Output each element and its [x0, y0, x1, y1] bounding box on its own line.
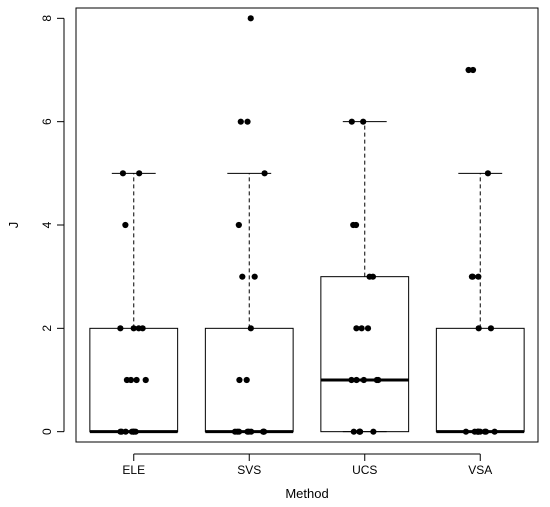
data-point [244, 118, 251, 125]
points-layer [117, 15, 498, 435]
x-axis: ELE SVS UCS VSA [122, 453, 492, 477]
data-point [136, 170, 143, 177]
x-tick-label: SVS [237, 463, 261, 477]
box-iqr [435, 327, 525, 433]
data-point [360, 376, 367, 384]
data-point [373, 376, 380, 384]
data-point [247, 15, 254, 22]
data-point [142, 376, 149, 384]
data-point [364, 325, 372, 332]
x-tick-label: ELE [122, 463, 145, 477]
data-point [239, 273, 246, 280]
data-point [469, 66, 477, 74]
data-point [356, 428, 364, 435]
data-point [358, 325, 365, 332]
box-vsa [435, 172, 525, 434]
y-tick-label: 2 [40, 325, 54, 332]
data-point [251, 273, 258, 280]
data-point [465, 66, 472, 74]
y-axis-label: J [6, 222, 21, 229]
boxes-layer [89, 121, 525, 434]
data-point [475, 325, 482, 332]
data-point [237, 118, 244, 125]
box-ucs [320, 121, 410, 433]
data-point [130, 428, 138, 435]
data-point [353, 376, 360, 384]
data-point [481, 428, 488, 435]
data-point [235, 221, 242, 229]
data-point [350, 428, 357, 435]
data-point [462, 428, 470, 435]
data-point [484, 170, 492, 177]
data-point [236, 376, 243, 384]
plot-frame [75, 7, 539, 443]
data-point [130, 325, 137, 332]
data-point [352, 221, 360, 229]
y-tick-label: 8 [40, 15, 54, 22]
data-point [122, 221, 129, 229]
box-svs [204, 172, 294, 434]
box-ele [89, 172, 179, 434]
x-tick-label: VSA [468, 463, 492, 477]
data-point [234, 428, 241, 435]
data-point [348, 118, 355, 125]
data-point [468, 273, 476, 280]
data-point [261, 170, 268, 177]
data-point [117, 428, 124, 435]
data-point [123, 376, 131, 384]
data-point [360, 118, 367, 125]
x-axis-label: Method [285, 486, 328, 501]
data-point [119, 170, 127, 177]
data-point [117, 325, 124, 332]
data-point [122, 428, 129, 435]
y-axis: 0 2 4 6 8 [40, 15, 65, 435]
data-point [243, 376, 250, 384]
data-point [260, 428, 267, 435]
data-point [244, 428, 251, 435]
y-tick-label: 6 [40, 118, 54, 125]
data-point [135, 325, 142, 332]
data-point [487, 325, 495, 332]
box-iqr [320, 276, 410, 433]
y-tick-label: 4 [40, 221, 54, 228]
x-tick-label: UCS [352, 463, 377, 477]
data-point [475, 428, 482, 435]
y-tick-label: 0 [40, 428, 54, 435]
data-point [491, 428, 498, 435]
data-point [370, 428, 377, 435]
data-point [353, 325, 360, 332]
data-point [366, 273, 373, 280]
data-point [247, 325, 254, 332]
data-point [348, 376, 355, 384]
data-point [475, 273, 482, 280]
data-point [133, 376, 140, 384]
